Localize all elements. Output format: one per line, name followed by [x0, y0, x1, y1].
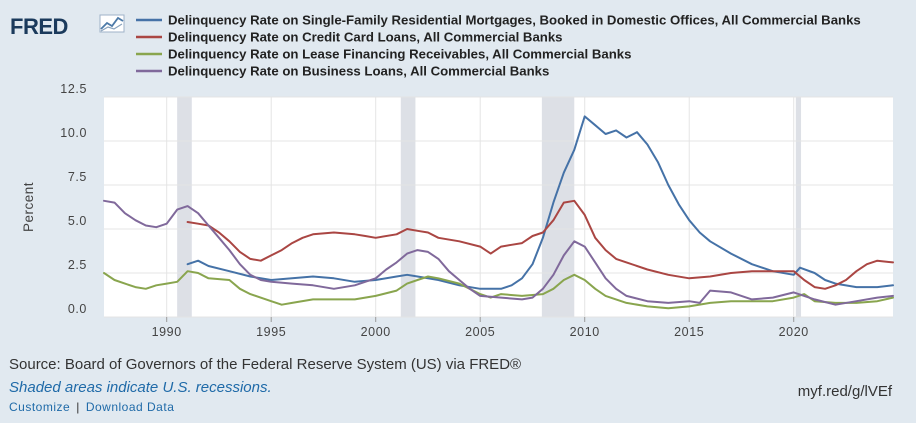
- y-tick-label: 7.5: [68, 170, 87, 184]
- series-line-2: [186, 199, 894, 290]
- footer-links: Customize | Download Data: [9, 400, 174, 414]
- x-axis-ticks: 1990 1995 2000 2005 2010 2015 2020: [152, 317, 809, 339]
- legend-label-3: Delinquency Rate on Lease Financing Rece…: [168, 47, 631, 62]
- y-tick-label: 0.0: [68, 302, 87, 316]
- legend-label-2: Delinquency Rate on Credit Card Loans, A…: [168, 30, 563, 45]
- legend-label-4: Delinquency Rate on Business Loans, All …: [168, 64, 549, 79]
- x-tick-label: 2015: [674, 325, 704, 339]
- series-lines: [103, 115, 894, 310]
- x-tick-label: 2010: [570, 325, 600, 339]
- short-url[interactable]: myf.red/g/lVEf: [797, 383, 892, 400]
- link-separator: |: [76, 400, 80, 414]
- fred-logo-text: FRED: [10, 14, 68, 39]
- customize-link[interactable]: Customize: [9, 400, 71, 414]
- y-tick-label: 12.5: [60, 82, 87, 96]
- y-tick-label: 2.5: [68, 258, 87, 272]
- recession-band-3: [541, 97, 575, 317]
- recession-band-2: [400, 97, 416, 317]
- legend-label-1: Delinquency Rate on Single-Family Reside…: [168, 13, 861, 28]
- x-tick-label: 2000: [361, 325, 391, 339]
- y-axis-label: Percent: [21, 182, 36, 232]
- x-tick-label: 2005: [465, 325, 495, 339]
- chart: FRED Delinquency Rate on Single-Family R…: [10, 13, 894, 339]
- x-tick-label: 1990: [152, 325, 182, 339]
- plot-area: [104, 97, 893, 317]
- y-axis-ticks: 0.0 2.5 5.0 7.5 10.0 12.5: [60, 82, 87, 316]
- recession-note: Shaded areas indicate U.S. recessions.: [9, 379, 272, 396]
- recession-bands: [177, 97, 802, 317]
- source-note: Source: Board of Governors of the Federa…: [9, 356, 522, 373]
- legend: Delinquency Rate on Single-Family Reside…: [136, 13, 861, 79]
- x-tick-label: 2020: [779, 325, 809, 339]
- download-data-link[interactable]: Download Data: [85, 400, 175, 414]
- x-tick-label: 1995: [256, 325, 286, 339]
- y-tick-label: 10.0: [60, 126, 87, 140]
- series-line-4: [103, 199, 894, 306]
- recession-band-4: [795, 97, 802, 317]
- fred-logo[interactable]: FRED: [10, 14, 125, 39]
- fred-chart-icon: [99, 14, 125, 33]
- y-tick-label: 5.0: [68, 214, 87, 228]
- series-line-3: [103, 270, 894, 310]
